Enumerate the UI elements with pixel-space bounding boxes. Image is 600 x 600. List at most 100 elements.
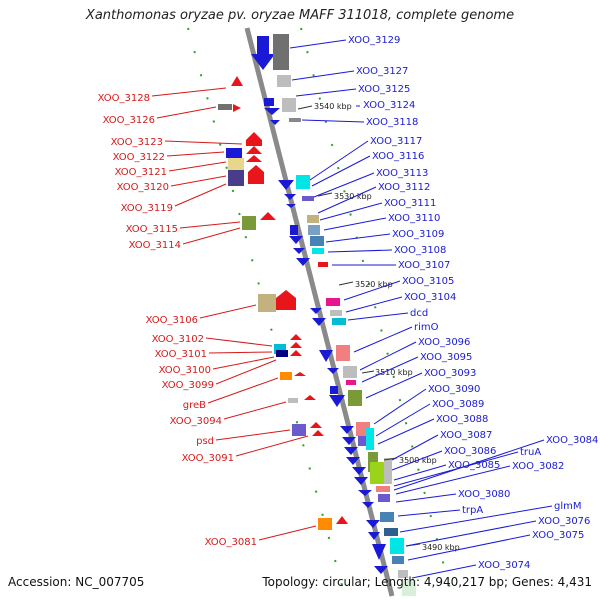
gene-block — [336, 345, 350, 361]
gene-label-XOO_3094[interactable]: XOO_3094 — [170, 416, 222, 427]
gene-block — [290, 225, 298, 235]
gene-label-XOO_3104[interactable]: XOO_3104 — [404, 292, 456, 303]
gene-label-XOO_3128[interactable]: XOO_3128 — [98, 93, 150, 104]
gene-label-XOO_3116[interactable]: XOO_3116 — [372, 151, 424, 162]
gene-label-XOO_3111[interactable]: XOO_3111 — [384, 198, 436, 209]
gene-arrow — [260, 212, 276, 220]
kbp-tick — [297, 105, 313, 110]
gene-block — [246, 140, 262, 146]
gene-label-XOO_3124[interactable]: XOO_3124 — [363, 100, 415, 111]
gene-label-XOO_3085[interactable]: XOO_3085 — [448, 460, 500, 471]
gene-label-XOO_3126[interactable]: XOO_3126 — [103, 115, 155, 126]
gene-label-XOO_3086[interactable]: XOO_3086 — [444, 446, 496, 457]
gene-label-XOO_3096[interactable]: XOO_3096 — [418, 337, 470, 348]
gene-label-XOO_3076[interactable]: XOO_3076 — [538, 516, 590, 527]
gene-arrow — [294, 372, 306, 376]
gene-label-XOO_3106[interactable]: XOO_3106 — [146, 315, 198, 326]
gene-label-glmM[interactable]: glmM — [554, 501, 582, 512]
gene-arrow — [358, 490, 372, 496]
gene-label-XOO_3080[interactable]: XOO_3080 — [458, 489, 510, 500]
gene-label-XOO_3100[interactable]: XOO_3100 — [159, 365, 211, 376]
gene-label-XOO_3108[interactable]: XOO_3108 — [394, 245, 446, 256]
gene-arrow — [346, 457, 360, 465]
gene-arrow — [319, 350, 333, 362]
gene-label-XOO_3081[interactable]: XOO_3081 — [205, 537, 257, 548]
guide-lines — [187, 27, 453, 597]
gene-label-XOO_3113[interactable]: XOO_3113 — [376, 168, 428, 179]
gene-label-greB[interactable]: greB — [183, 400, 206, 411]
gene-label-XOO_3089[interactable]: XOO_3089 — [432, 399, 484, 410]
genome-backbone — [244, 27, 395, 597]
gene-label-XOO_3110[interactable]: XOO_3110 — [388, 213, 440, 224]
gene-block — [276, 298, 296, 310]
gene-arrow — [248, 165, 264, 172]
gene-label-XOO_3127[interactable]: XOO_3127 — [356, 66, 408, 77]
kbp-tick — [317, 192, 333, 197]
gene-arrow — [310, 308, 322, 314]
gene-label-XOO_3090[interactable]: XOO_3090 — [428, 384, 480, 395]
gene-label-truA[interactable]: truA — [520, 447, 541, 458]
gene-arrow — [264, 108, 280, 115]
gene-block — [310, 236, 324, 246]
gene-label-XOO_3114[interactable]: XOO_3114 — [129, 240, 181, 251]
gene-block — [296, 175, 310, 189]
gene-label-XOO_3109[interactable]: XOO_3109 — [392, 229, 444, 240]
gene-block — [318, 518, 332, 530]
gene-label-XOO_3117[interactable]: XOO_3117 — [370, 136, 422, 147]
gene-label-XOO_3087[interactable]: XOO_3087 — [440, 430, 492, 441]
gene-label-XOO_3118[interactable]: XOO_3118 — [366, 117, 418, 128]
gene-block — [326, 298, 340, 306]
right-gene-labels: XOO_3129 XOO_3127 XOO_3125 XOO_3124 XOO_… — [289, 35, 598, 579]
gene-label-XOO_3123[interactable]: XOO_3123 — [111, 137, 163, 148]
gene-label-XOO_3120[interactable]: XOO_3120 — [117, 182, 169, 193]
gene-label-XOO_3112[interactable]: XOO_3112 — [378, 182, 430, 193]
gene-label-XOO_3129[interactable]: XOO_3129 — [348, 35, 400, 46]
gene-label-psd[interactable]: psd — [196, 436, 214, 447]
gene-label-XOO_3119[interactable]: XOO_3119 — [121, 203, 173, 214]
gene-block — [277, 75, 291, 87]
gene-block — [348, 390, 362, 406]
gene-block — [302, 196, 314, 201]
gene-block — [384, 528, 398, 536]
gene-label-rimO[interactable]: rimO — [414, 322, 439, 333]
gene-block — [282, 98, 296, 112]
gene-label-XOO_3074[interactable]: XOO_3074 — [478, 560, 530, 571]
gene-label-XOO_3107[interactable]: XOO_3107 — [398, 260, 450, 271]
gene-label-dcd[interactable]: dcd — [410, 308, 428, 319]
kbp-marker-3540: 3540 kbp — [314, 102, 352, 111]
gene-label-XOO_3105[interactable]: XOO_3105 — [402, 276, 454, 287]
gene-block — [258, 294, 276, 312]
gene-block — [280, 372, 292, 380]
gene-label-XOO_3102[interactable]: XOO_3102 — [152, 334, 204, 345]
gene-label-XOO_3122[interactable]: XOO_3122 — [113, 152, 165, 163]
gene-block — [228, 170, 244, 186]
gene-arrow — [278, 180, 294, 190]
gene-arrow — [293, 248, 305, 254]
gene-label-XOO_3093[interactable]: XOO_3093 — [424, 368, 476, 379]
gene-label-XOO_3091[interactable]: XOO_3091 — [182, 453, 234, 464]
gene-label-XOO_3084[interactable]: XOO_3084 — [546, 435, 598, 446]
gene-block — [358, 436, 368, 446]
gene-block — [376, 486, 390, 492]
gene-label-XOO_3088[interactable]: XOO_3088 — [436, 414, 488, 425]
gene-arrow — [304, 395, 316, 400]
gene-label-XOO_3125[interactable]: XOO_3125 — [358, 84, 410, 95]
gene-label-XOO_3082[interactable]: XOO_3082 — [512, 461, 564, 472]
gene-block — [380, 512, 394, 522]
gene-label-XOO_3101[interactable]: XOO_3101 — [155, 349, 207, 360]
gene-arrow — [290, 342, 302, 348]
gene-label-XOO_3115[interactable]: XOO_3115 — [126, 224, 178, 235]
gene-block — [276, 350, 288, 357]
gene-arrow — [372, 544, 386, 560]
gene-block — [390, 538, 404, 554]
gene-label-trpA[interactable]: trpA — [462, 505, 483, 516]
gene-block — [288, 398, 298, 403]
gene-label-XOO_3075[interactable]: XOO_3075 — [532, 530, 584, 541]
page-title: Xanthomonas oryzae pv. oryzae MAFF 31101… — [85, 8, 515, 23]
guide-line-right — [300, 27, 453, 597]
gene-arrow — [374, 566, 388, 574]
gene-label-XOO_3121[interactable]: XOO_3121 — [115, 167, 167, 178]
gene-label-XOO_3095[interactable]: XOO_3095 — [420, 352, 472, 363]
gene-label-XOO_3099[interactable]: XOO_3099 — [162, 380, 214, 391]
